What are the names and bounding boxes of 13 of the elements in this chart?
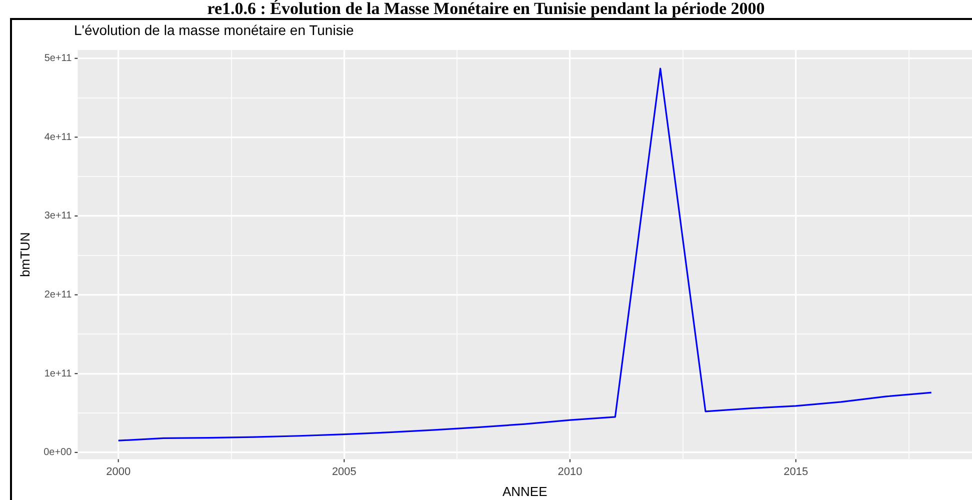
x-tick-label: 2005 [332,466,356,478]
x-tick-label: 2000 [106,466,131,478]
chart-title: L'évolution de la masse monétaire en Tunisie [74,22,354,38]
y-tick-label: 5e+11 [44,53,72,64]
y-tick-label: 3e+11 [44,210,72,222]
y-axis-title: bmTUN [17,232,32,277]
x-tick-label: 2015 [784,466,808,478]
y-tick-label: 1e+11 [44,368,72,380]
y-tick-label: 2e+11 [44,290,72,301]
x-tick-label: 2010 [558,466,582,478]
x-axis-title: ANNEE [502,484,548,499]
y-tick-label: 0e+00 [44,447,72,458]
y-tick-label: 4e+11 [44,132,72,143]
